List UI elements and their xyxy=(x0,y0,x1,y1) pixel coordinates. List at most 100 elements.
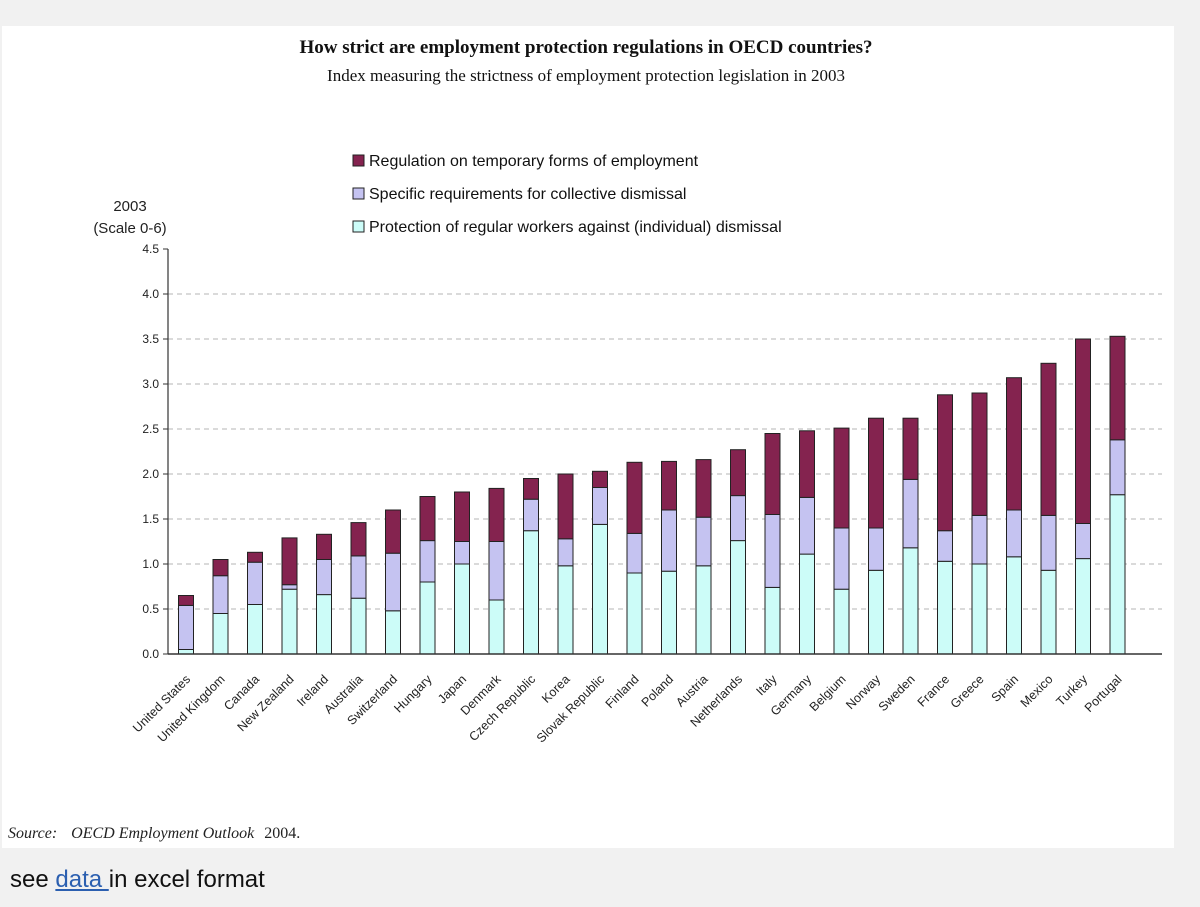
bar-segment-regular xyxy=(661,570,677,655)
x-tick-label: Portugal xyxy=(1082,672,1125,715)
y-tick-label: 1.0 xyxy=(142,557,159,571)
bar-segment-temporary xyxy=(1109,335,1126,441)
bar-segment-temporary xyxy=(523,478,539,500)
bar-segment-temporary xyxy=(1075,338,1091,524)
x-tick-label: Finland xyxy=(603,672,642,711)
bar-segment-temporary xyxy=(247,551,263,563)
y-tick-label: 0.5 xyxy=(142,602,159,616)
bar-segment-regular xyxy=(316,594,332,655)
bar-segment-regular xyxy=(419,581,436,655)
bar-segment-temporary xyxy=(350,522,367,557)
bar-segment-regular xyxy=(350,597,367,655)
bar-segment-collective xyxy=(661,509,677,572)
bar-segment-regular xyxy=(695,565,712,655)
bar-segment-regular xyxy=(454,563,470,655)
stacked-bar-chart: How strict are employment protection reg… xyxy=(8,37,1162,842)
bar-segment-temporary xyxy=(488,487,505,542)
bar-segment-temporary xyxy=(833,427,850,529)
bar-segment-regular xyxy=(971,563,988,655)
bar-segment-temporary xyxy=(419,496,436,542)
y-tick-label: 2.5 xyxy=(142,422,159,436)
bar-segment-temporary xyxy=(1006,377,1022,511)
bar-segment-collective xyxy=(1075,523,1091,560)
bar-segment-collective xyxy=(316,559,332,596)
bar-segment-temporary xyxy=(902,417,919,480)
x-tick-label: Spain xyxy=(989,672,1022,705)
bar-segment-temporary xyxy=(868,417,884,529)
bar-segment-collective xyxy=(902,478,919,549)
legend: Regulation on temporary forms of employm… xyxy=(352,153,782,236)
bar-segment-regular xyxy=(799,553,815,655)
bar-segment-temporary xyxy=(592,470,608,488)
bar-segment-temporary xyxy=(212,559,229,577)
bars xyxy=(178,335,1126,655)
x-tick-label: Sweden xyxy=(876,672,918,714)
chart-title: How strict are employment protection reg… xyxy=(299,37,872,58)
bar-segment-collective xyxy=(971,514,988,565)
bar-segment-collective xyxy=(454,541,470,565)
y-tick-label: 4.0 xyxy=(142,287,159,301)
bar-segment-temporary xyxy=(281,537,298,586)
legend-label: Protection of regular workers against (i… xyxy=(369,219,782,236)
bar-segment-collective xyxy=(799,496,815,555)
y-tick-label: 3.0 xyxy=(142,377,159,391)
bar-segment-collective xyxy=(626,532,643,574)
bar-segment-collective xyxy=(523,498,539,532)
bar-segment-collective xyxy=(1040,514,1057,571)
bar-segment-regular xyxy=(1109,494,1126,655)
bar-segment-collective xyxy=(178,604,194,651)
x-tick-label: Belgium xyxy=(807,672,849,714)
bar-segment-temporary xyxy=(937,394,953,532)
data-link[interactable]: data xyxy=(55,866,109,893)
bar-segment-collective xyxy=(350,555,367,599)
y-tick-label: 4.5 xyxy=(142,242,159,256)
bar-segment-temporary xyxy=(695,459,712,518)
bar-segment-regular xyxy=(626,572,643,655)
bar-segment-regular xyxy=(247,604,263,655)
bar-segment-collective xyxy=(212,575,229,615)
bar-segment-regular xyxy=(592,523,608,655)
bar-segment-regular xyxy=(730,540,746,655)
legend-swatch xyxy=(352,154,365,167)
y-axis-label-line1: 2003 xyxy=(113,198,146,215)
bar-segment-regular xyxy=(281,588,298,655)
x-tick-label: Hungary xyxy=(391,672,435,716)
legend-label: Regulation on temporary forms of employm… xyxy=(369,153,699,170)
bar-segment-regular xyxy=(523,530,539,655)
bar-segment-regular xyxy=(764,586,781,655)
bar-segment-collective xyxy=(557,538,574,567)
bar-segment-collective xyxy=(868,527,884,571)
x-tick-label: Greece xyxy=(948,672,987,711)
x-tick-label: France xyxy=(915,672,952,709)
y-tick-label: 3.5 xyxy=(142,332,159,346)
source-year: 2004. xyxy=(264,825,300,842)
bar-segment-collective xyxy=(385,552,401,612)
bar-segment-regular xyxy=(488,599,505,655)
bar-segment-collective xyxy=(592,487,608,525)
y-tick-label: 2.0 xyxy=(142,467,159,481)
y-tick-label: 1.5 xyxy=(142,512,159,526)
bar-segment-collective xyxy=(695,516,712,567)
bar-segment-regular xyxy=(385,610,401,655)
bar-segment-collective xyxy=(419,540,436,583)
source-note: Source: OECD Employment Outlook 2004. xyxy=(8,825,300,842)
bar-segment-regular xyxy=(212,613,229,655)
bar-segment-regular xyxy=(1075,558,1091,655)
bar-segment-temporary xyxy=(799,430,815,498)
legend-swatch xyxy=(352,220,365,233)
bar-segment-temporary xyxy=(661,460,677,511)
bar-segment-temporary xyxy=(385,509,401,554)
bar-segment-collective xyxy=(730,495,746,542)
source-label: Source: xyxy=(8,825,57,842)
legend-swatch xyxy=(352,187,365,200)
bar-segment-temporary xyxy=(730,449,746,497)
y-tick-label: 0.0 xyxy=(142,647,159,661)
bar-segment-collective xyxy=(937,530,953,562)
x-tick-label: Italy xyxy=(754,672,781,699)
footer-suffix: in excel format xyxy=(108,866,265,893)
bar-segment-regular xyxy=(937,560,953,655)
bar-segment-temporary xyxy=(178,595,194,606)
x-tick-label: Poland xyxy=(639,672,676,709)
bar-segment-collective xyxy=(1006,509,1022,558)
